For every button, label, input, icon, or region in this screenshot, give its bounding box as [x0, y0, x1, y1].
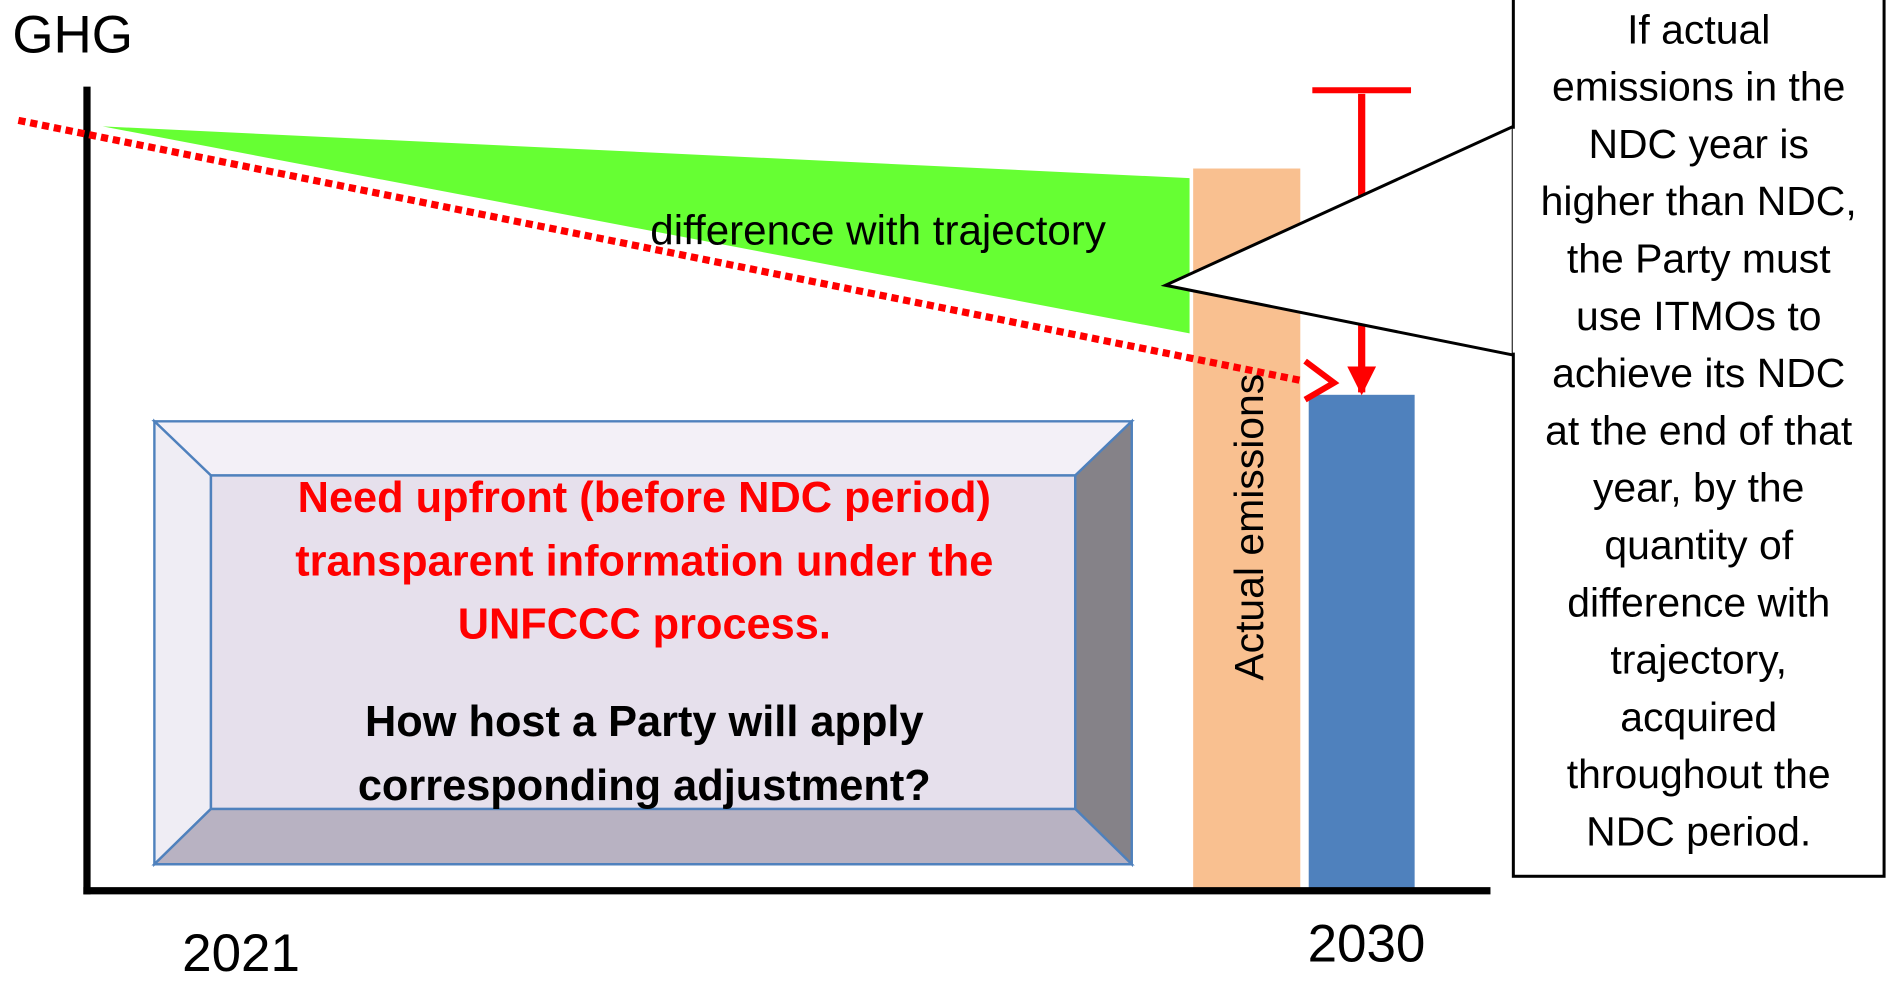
callout-text: emissions in the: [1552, 64, 1845, 110]
callout-text: year, by the: [1593, 465, 1804, 511]
axis-label: GHG: [12, 6, 133, 65]
box-black-text: How host a Party will apply: [365, 698, 924, 746]
difference-label: difference with trajectory: [650, 207, 1106, 254]
callout-text: trajectory,: [1610, 637, 1787, 683]
box-red-text: Need upfront (before NDC period): [298, 474, 991, 522]
callout-box: [1511, 0, 1886, 878]
callout-text: NDC period.: [1586, 808, 1811, 854]
box-black-text: corresponding adjustment?: [358, 762, 931, 810]
box-red-text: UNFCCC process.: [458, 601, 831, 649]
callout-text: NDC year is: [1588, 121, 1808, 167]
trajectory-line: [17, 116, 1302, 384]
bevel-box: [151, 418, 1135, 868]
callout-text: use ITMOs to: [1576, 293, 1822, 339]
difference-area: [102, 126, 1190, 334]
year-label: 2021: [182, 924, 300, 981]
ndc-bar: [1308, 394, 1415, 891]
callout-text: at the end of that: [1545, 407, 1853, 453]
trajectory-arrowhead: [1303, 358, 1340, 403]
callout-text: difference with: [1567, 579, 1830, 625]
callout-text: quantity of: [1604, 522, 1793, 568]
year-label: 2030: [1308, 914, 1426, 973]
callout-text: acquired: [1620, 694, 1777, 740]
callout-text: achieve its NDC: [1552, 350, 1845, 396]
callout-text: If actual: [1627, 6, 1770, 52]
callout-text: the Party must: [1567, 235, 1831, 281]
actual-label: Actual emissions: [1226, 374, 1272, 681]
callout-text: higher than NDC,: [1541, 178, 1857, 224]
box-red-text: transparent information under the: [295, 537, 993, 585]
callout-text: throughout the: [1567, 751, 1831, 797]
